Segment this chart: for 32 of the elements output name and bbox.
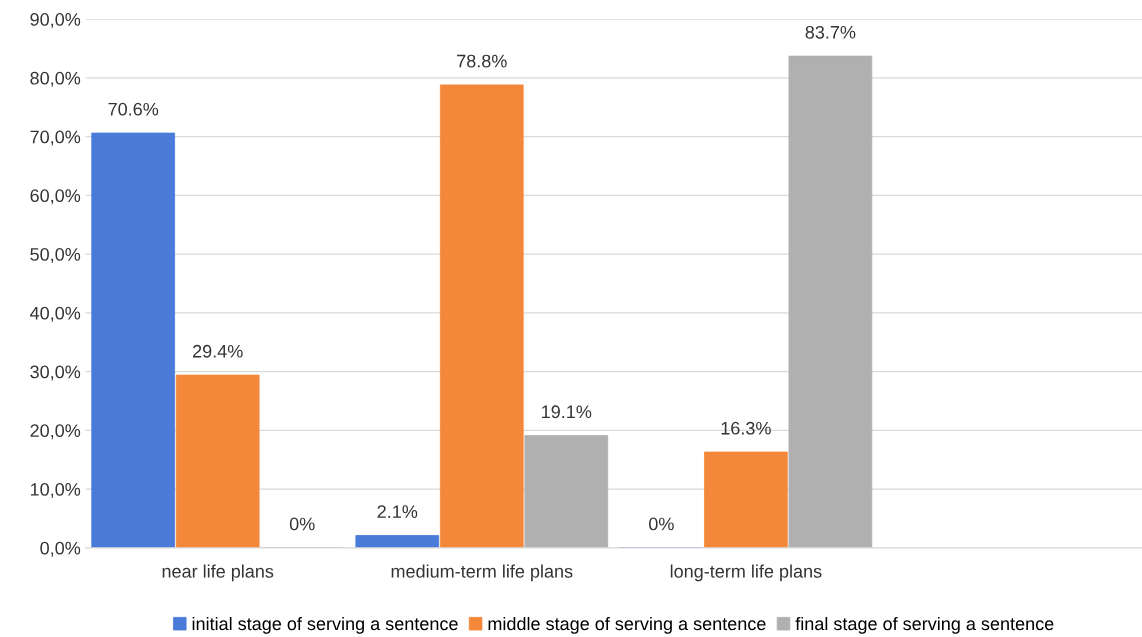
data-label: 0% [289, 517, 315, 531]
data-label: 0% [649, 517, 674, 531]
y-tick-label: 80,0% [30, 71, 81, 87]
y-tick-label: 20,0% [30, 424, 81, 440]
data-label: 29.4% [193, 344, 243, 358]
y-tick-label: 30,0% [30, 365, 81, 381]
data-label: 70.6% [108, 102, 159, 116]
y-tick-label: 60,0% [30, 189, 81, 205]
legend-label: final stage of serving a sentence [795, 616, 1054, 634]
bar [788, 55, 873, 548]
y-tick-label: 50,0% [30, 248, 81, 263]
data-label: 2.1% [377, 505, 418, 518]
data-label: 16.3% [721, 421, 771, 435]
x-tick-label: long-term life plans [670, 564, 822, 582]
y-tick-label: 70,0% [30, 130, 81, 146]
bar [524, 435, 609, 548]
data-label: 78.8% [457, 54, 507, 68]
bar [91, 132, 176, 548]
data-label: 19.1% [542, 405, 592, 419]
x-tick-label: near life plans [162, 564, 274, 582]
bar [355, 535, 440, 548]
data-label: 83.7% [805, 25, 856, 39]
x-tick-label: medium-term life plans [391, 564, 573, 582]
y-tick-label: 40,0% [30, 306, 81, 322]
y-tick-label: 90,0% [30, 13, 81, 28]
bar [704, 451, 788, 548]
bar [175, 374, 260, 548]
y-tick-label: 0,0% [40, 541, 81, 557]
legend-label: initial stage of serving a sentence [192, 616, 458, 634]
legend-label: middle stage of serving a sentence [488, 616, 766, 634]
bar [439, 84, 524, 548]
y-tick-label: 10,0% [30, 483, 81, 498]
